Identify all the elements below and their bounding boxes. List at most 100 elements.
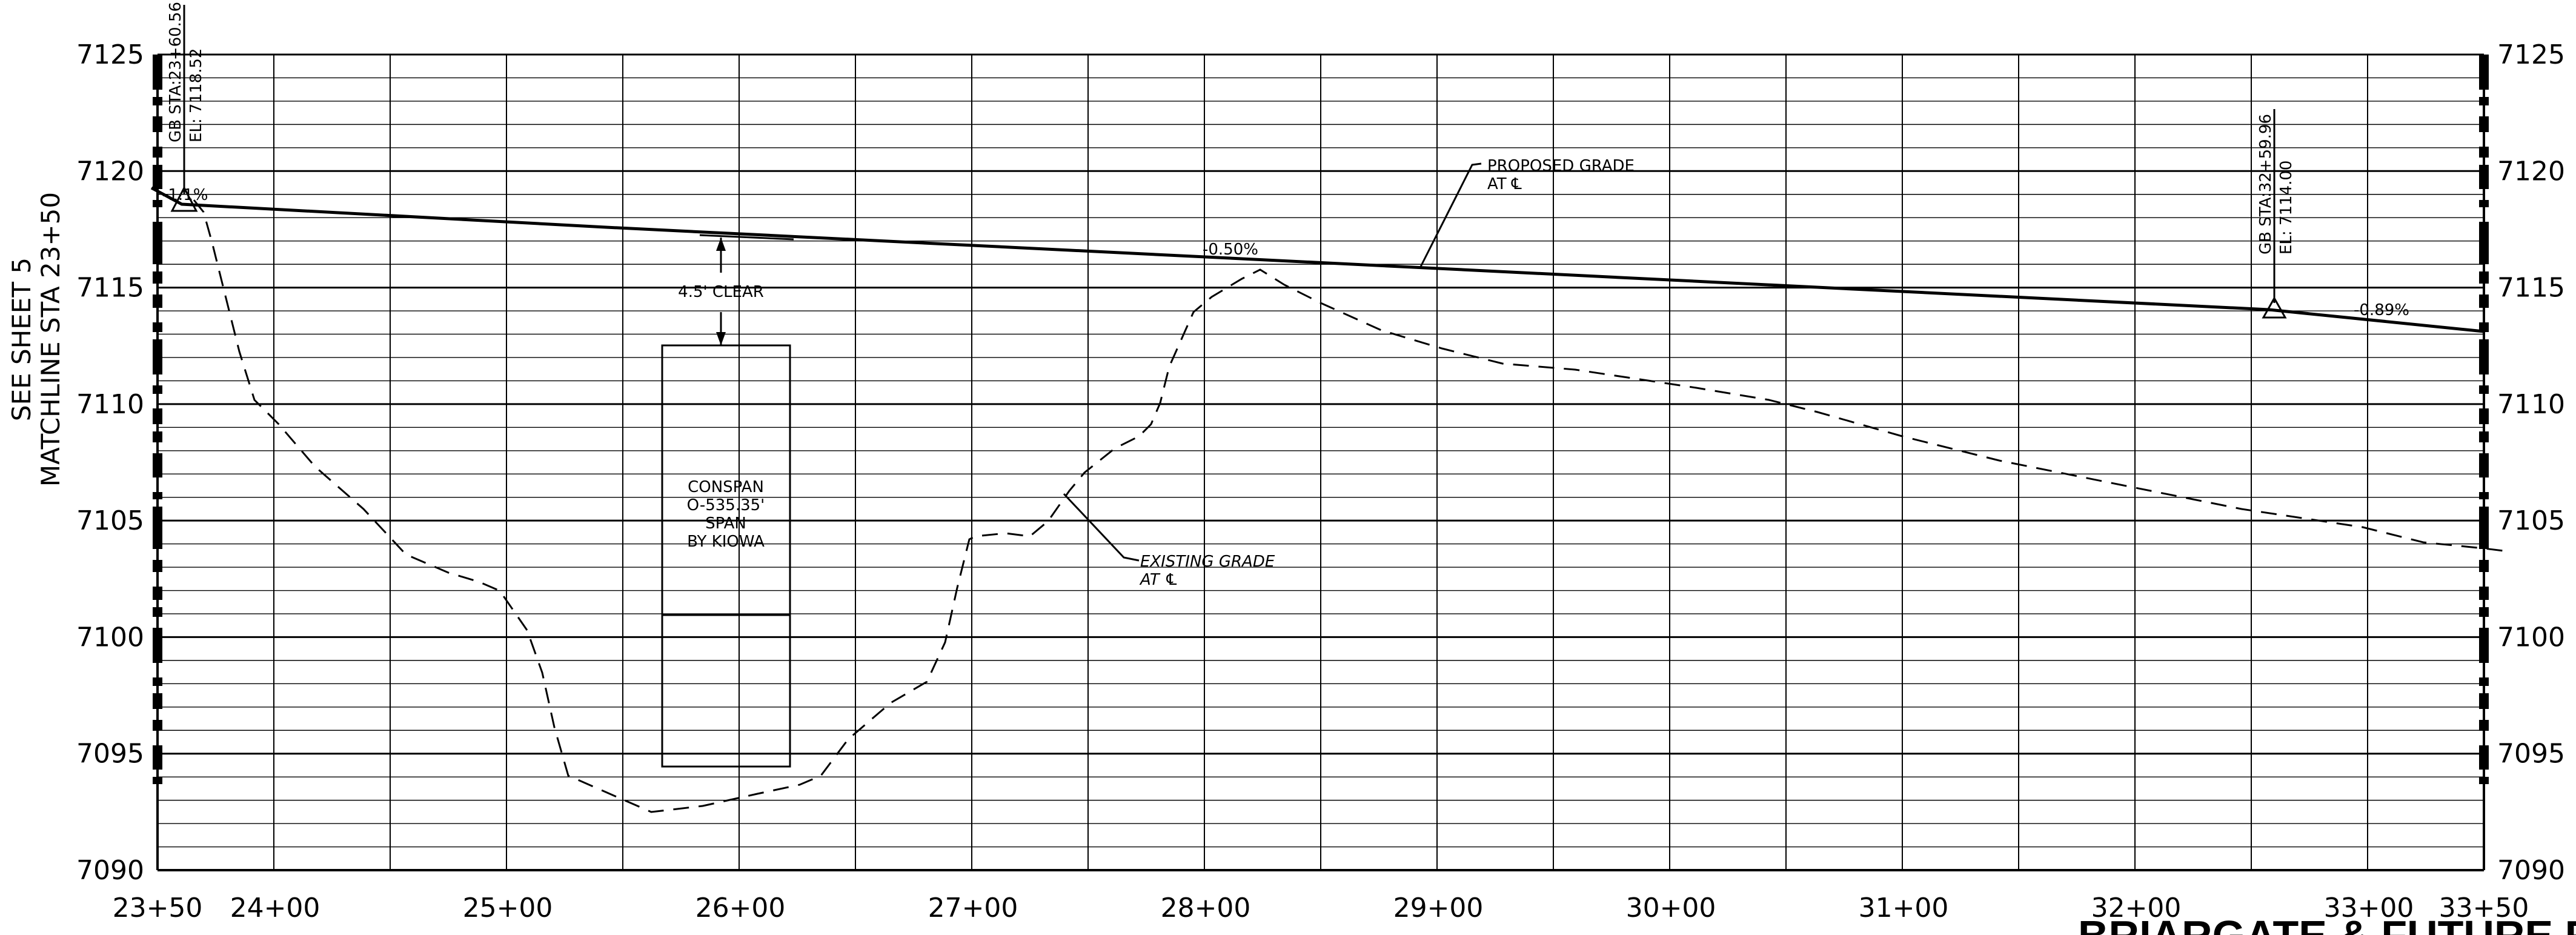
edge-dash-mark [153, 587, 162, 600]
matchline-label-line2: MATCHLINE STA 23+50 [36, 192, 65, 487]
conspan-label-line1: CONSPAN [688, 478, 764, 496]
gb-left-station-label: GB STA:23+60.56 [167, 2, 185, 142]
grade-label-right: -0.89% [2354, 301, 2409, 319]
elevation-tick-label: 7110 [76, 389, 144, 420]
clearance-dimension [699, 234, 794, 345]
existing-grade-label-line2: AT ℄ [1139, 571, 1178, 589]
edge-dash-mark [153, 607, 162, 617]
station-gridlines [157, 55, 2485, 870]
edge-dash-mark [2479, 693, 2489, 709]
edge-dash-mark [2479, 322, 2489, 332]
sheet-title-fragment: BRIARGATE & FUTURE R [2078, 912, 2576, 935]
edge-dash-mark [153, 97, 162, 105]
station-tick-label: 26+00 [695, 893, 786, 923]
elevation-tick-label: 7125 [2497, 39, 2565, 70]
edge-dash-mark [2479, 147, 2489, 158]
elevation-tick-label: 7115 [2497, 273, 2565, 304]
edge-dash-mark [2479, 607, 2489, 617]
edge-dash-mark [153, 55, 162, 90]
edge-dash-mark [153, 693, 162, 709]
edge-dash-mark [153, 222, 162, 264]
edge-dash-mark [153, 322, 162, 332]
station-tick-label: 27+00 [928, 893, 1018, 923]
edge-dash-mark [2479, 55, 2489, 90]
edge-dash-mark [153, 507, 162, 549]
edge-dash-mark [2479, 165, 2489, 189]
edge-dash-mark [153, 720, 162, 731]
proposed-grade-line [150, 186, 2485, 333]
edge-dash-mark [153, 200, 162, 207]
edge-dash-mark [153, 294, 162, 308]
elevation-tick-label: 7115 [76, 273, 144, 304]
station-tick-label: 25+00 [463, 893, 553, 923]
edge-dash-mark [153, 385, 162, 394]
station-tick-label: 29+00 [1393, 893, 1484, 923]
edge-dash-mark [2479, 560, 2489, 572]
edge-dash-mark [2479, 507, 2489, 549]
gb-left-elevation-label: EL: 7118.52 [187, 48, 205, 142]
station-tick-label: 33+00 [2324, 893, 2414, 923]
elevation-tick-label: 7100 [76, 622, 144, 653]
edge-dash-mark [2479, 453, 2489, 477]
matchline-label-line1: SEE SHEET 5 [7, 258, 36, 421]
edge-dash-mark [2479, 677, 2489, 686]
edge-dash-mark [2479, 116, 2489, 132]
station-tick-label: 31+00 [1859, 893, 1949, 923]
gb-right-station-label: GB STA:32+59.96 [2257, 114, 2275, 255]
edge-dash-mark [153, 147, 162, 158]
station-tick-label: 32+00 [2091, 893, 2182, 923]
proposed-grade-label-line1: PROPOSED GRADE [1487, 157, 1635, 175]
edge-dash-mark [2479, 492, 2489, 499]
elevation-tick-label: 7090 [76, 855, 144, 886]
edge-dash-mark [2479, 97, 2489, 105]
elevation-tick-label: 7125 [76, 39, 144, 70]
edge-dash-mark [153, 777, 162, 784]
edge-dash-mark [153, 492, 162, 499]
edge-dash-mark [2479, 200, 2489, 207]
grade-label-left: -1.1% [162, 186, 208, 204]
elevation-tick-label: 7095 [76, 739, 144, 770]
edge-dash-mark [153, 431, 162, 442]
edge-dash-mark [2479, 222, 2489, 264]
gb-right-elevation-label: EL: 7114.00 [2277, 161, 2295, 255]
edge-dash-mark [2479, 294, 2489, 308]
station-tick-label: 24+00 [230, 893, 320, 923]
edge-dash-mark [2479, 720, 2489, 731]
existing-grade-leader [1063, 493, 1140, 562]
elevation-tick-label: 7120 [2497, 156, 2565, 187]
grade-break-marker-right [2262, 109, 2287, 319]
left-edge-dash-marks [153, 55, 162, 784]
edge-dash-mark [2479, 628, 2489, 663]
edge-dash-mark [2479, 339, 2489, 374]
right-edge-dash-marks [2479, 55, 2489, 784]
elevation-tick-label: 7105 [76, 505, 144, 536]
station-tick-label: 33+50 [2439, 893, 2529, 923]
elevation-tick-label: 7095 [2497, 739, 2565, 770]
existing-grade-label-line1: EXISTING GRADE [1140, 553, 1275, 571]
edge-dash-mark [2479, 431, 2489, 442]
conspan-label-line2: O-535.35' [687, 496, 765, 514]
edge-dash-mark [2479, 777, 2489, 784]
proposed-grade-label-line2: AT ℄ [1487, 175, 1522, 193]
conspan-label-line4: BY KIOWA [687, 533, 765, 551]
edge-dash-mark [153, 408, 162, 424]
elevation-tick-label: 7090 [2497, 855, 2565, 886]
proposed-grade-leader [1419, 162, 1482, 267]
edge-dash-mark [153, 677, 162, 686]
station-tick-label: 28+00 [1161, 893, 1251, 923]
station-tick-labels: 23+50 24+00 25+00 26+00 27+00 28+00 29+00 30+00… [113, 893, 2529, 923]
edge-dash-mark [2479, 408, 2489, 424]
edge-dash-mark [2479, 587, 2489, 600]
elevation-tick-label: 7120 [76, 156, 144, 187]
elevation-tick-label: 7100 [2497, 622, 2565, 653]
edge-dash-mark [153, 165, 162, 189]
edge-dash-mark [153, 339, 162, 374]
elevation-tick-label: 7105 [2497, 505, 2565, 536]
edge-dash-mark [153, 745, 162, 770]
edge-dash-mark [153, 453, 162, 477]
edge-dash-mark [153, 628, 162, 663]
existing-grade-line [193, 199, 2509, 813]
edge-dash-mark [2479, 271, 2489, 284]
elevation-tick-label: 7110 [2497, 389, 2565, 420]
